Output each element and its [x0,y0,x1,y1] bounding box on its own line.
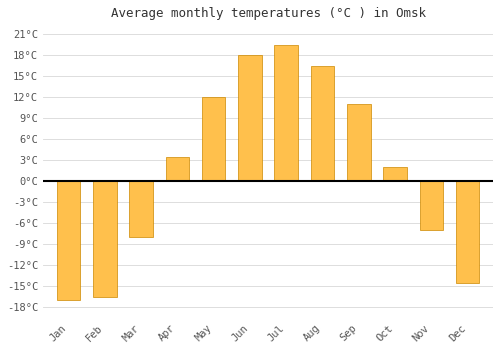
Title: Average monthly temperatures (°C ) in Omsk: Average monthly temperatures (°C ) in Om… [110,7,426,20]
Bar [129,181,153,237]
Bar [456,181,479,283]
Bar [274,45,298,181]
Bar [420,181,443,230]
Bar [56,181,80,300]
Bar [93,181,116,297]
Bar [384,167,407,181]
Bar [166,157,189,181]
Bar [238,55,262,181]
Bar [347,104,370,181]
Bar [202,97,226,181]
Bar [310,66,334,181]
